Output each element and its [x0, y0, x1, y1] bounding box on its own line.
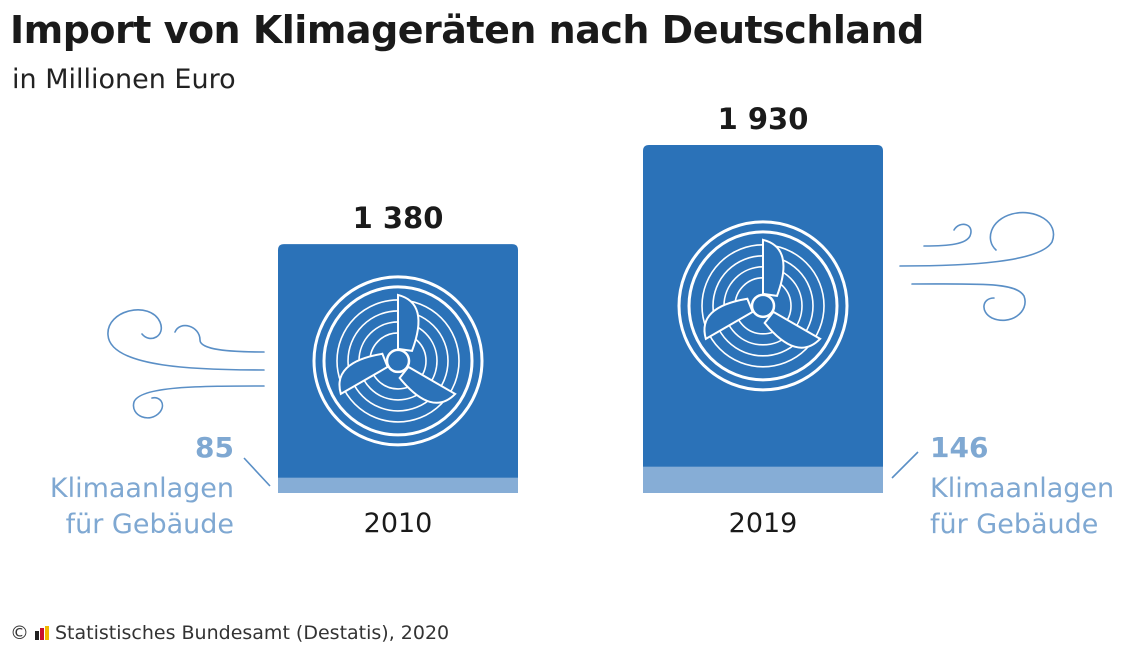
- sub-label-connector-2010: [243, 457, 271, 487]
- bar-sub-2019: [643, 466, 883, 493]
- wind-left-icon: [107, 309, 265, 419]
- bar-main-2019: [643, 145, 883, 493]
- chart-subtitle: in Millionen Euro: [12, 64, 236, 95]
- sub-label-line1-2010: Klimaanlagen: [50, 473, 234, 504]
- source-footer: © Statistisches Bundesamt (Destatis), 20…: [10, 622, 449, 644]
- value-label-2010: 1 380: [353, 201, 444, 235]
- sub-value-2010: 85: [195, 431, 234, 464]
- bar-group-2010: [278, 244, 518, 493]
- fan-icon: [677, 220, 849, 392]
- sub-label-line2-2010: für Gebäude: [66, 509, 234, 540]
- wind-right-icon: [899, 211, 1055, 321]
- chart-title: Import von Klimageräten nach Deutschland: [10, 8, 924, 52]
- category-label-2019: 2019: [729, 508, 798, 539]
- fan-icon: [312, 275, 484, 447]
- sub-label-connector-2019: [891, 451, 919, 479]
- copyright-symbol: ©: [10, 622, 29, 644]
- bar-sub-2010: [278, 477, 518, 493]
- value-label-2019: 1 930: [718, 102, 809, 136]
- sub-value-2019: 146: [930, 431, 988, 464]
- category-label-2010: 2010: [364, 508, 433, 539]
- sub-label-line1-2019: Klimaanlagen: [930, 473, 1114, 504]
- sub-label-line2-2019: für Gebäude: [930, 509, 1098, 540]
- bar-group-2019: [643, 145, 883, 493]
- destatis-logo-icon: [35, 626, 49, 640]
- source-text: Statistisches Bundesamt (Destatis), 2020: [55, 622, 450, 644]
